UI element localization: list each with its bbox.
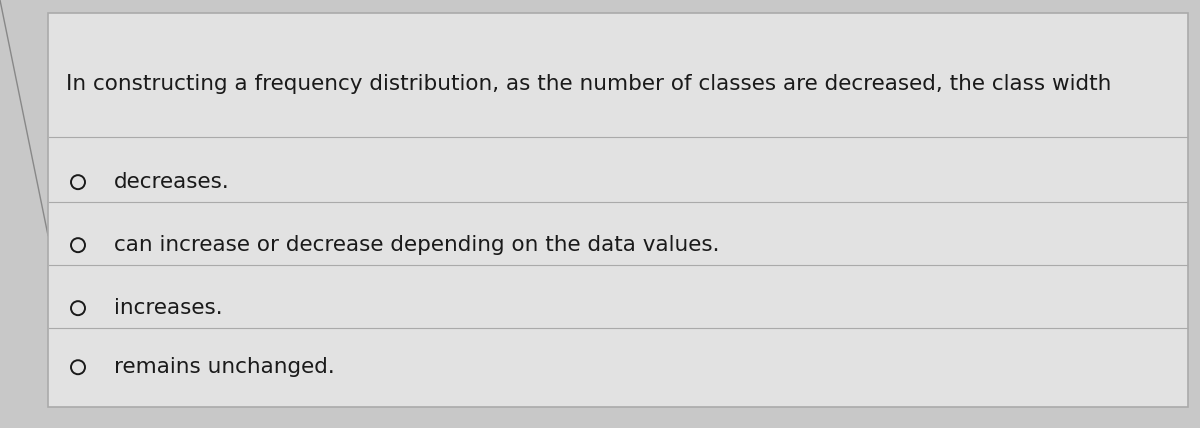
FancyBboxPatch shape — [48, 13, 1188, 407]
Text: increases.: increases. — [114, 298, 223, 318]
Ellipse shape — [71, 175, 85, 189]
Ellipse shape — [71, 238, 85, 252]
Text: In constructing a frequency distribution, as the number of classes are decreased: In constructing a frequency distribution… — [66, 74, 1111, 94]
Text: can increase or decrease depending on the data values.: can increase or decrease depending on th… — [114, 235, 720, 255]
Ellipse shape — [71, 360, 85, 374]
Ellipse shape — [71, 301, 85, 315]
Text: remains unchanged.: remains unchanged. — [114, 357, 335, 377]
Text: decreases.: decreases. — [114, 172, 229, 192]
